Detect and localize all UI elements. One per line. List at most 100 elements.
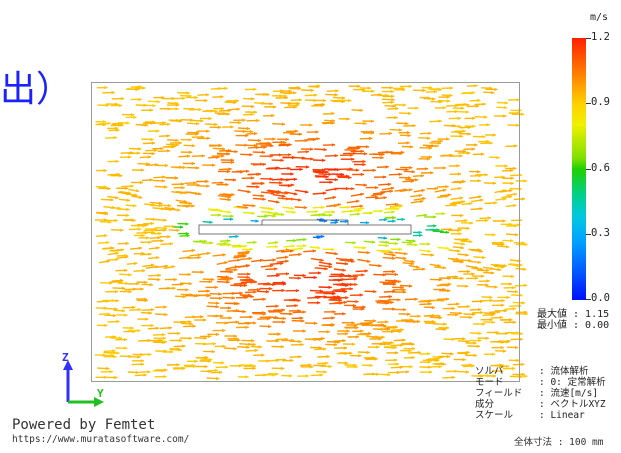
info-value: : 0: 定常解析: [539, 377, 606, 388]
velocity-arrow-head: [240, 283, 244, 288]
velocity-arrow-head: [338, 298, 342, 303]
velocity-arrow-head: [427, 352, 431, 356]
velocity-arrow-head: [455, 257, 460, 261]
velocity-arrow-head: [250, 112, 254, 117]
velocity-arrow-head: [211, 349, 215, 354]
velocity-arrow-head: [523, 283, 528, 288]
velocity-arrow-head: [148, 311, 152, 315]
velocity-arrow-head: [331, 316, 335, 320]
velocity-arrow-head: [391, 269, 396, 274]
velocity-arrow-head: [337, 340, 341, 344]
velocity-arrow-head: [180, 282, 184, 287]
velocity-arrow-head: [302, 329, 306, 333]
velocity-arrow-head: [138, 147, 142, 151]
velocity-arrow-head: [349, 153, 353, 157]
velocity-arrow-head: [491, 90, 495, 95]
velocity-arrow-head: [137, 307, 142, 312]
velocity-arrow-head: [187, 255, 191, 260]
velocity-arrow-head: [371, 240, 376, 244]
velocity-arrow-head: [406, 141, 410, 145]
velocity-arrow-head: [464, 219, 468, 223]
velocity-arrow-head: [501, 265, 505, 269]
velocity-arrow-head: [237, 338, 241, 342]
velocity-arrow-head: [458, 124, 462, 129]
velocity-arrow-head: [410, 179, 414, 183]
velocity-arrow-head: [196, 183, 200, 187]
velocity-arrow-head: [301, 319, 305, 323]
velocity-arrow-head: [272, 214, 276, 218]
velocity-arrow-head: [369, 136, 373, 141]
velocity-arrow-head: [478, 338, 482, 343]
velocity-arrow-head: [140, 359, 144, 363]
velocity-arrow-head: [417, 314, 421, 318]
velocity-arrow-head: [281, 288, 285, 293]
velocity-arrow-head: [297, 298, 301, 303]
velocity-arrow-head: [524, 374, 528, 378]
velocity-arrow-head: [283, 94, 288, 98]
velocity-arrow-head: [394, 241, 398, 246]
velocity-arrow-head: [298, 339, 302, 344]
velocity-arrow-head: [521, 112, 525, 116]
colorbar-tick: [586, 38, 591, 39]
velocity-arrow-head: [128, 289, 132, 294]
velocity-arrow-head: [205, 93, 210, 97]
velocity-arrow-head: [106, 312, 110, 316]
velocity-arrow-head: [225, 365, 229, 369]
velocity-arrow-head: [351, 187, 355, 191]
velocity-arrow-head: [184, 190, 188, 195]
velocity-arrow-head: [156, 129, 160, 133]
velocity-arrow-head: [524, 242, 528, 247]
velocity-arrow-head: [360, 329, 364, 333]
velocity-arrow-head: [361, 273, 365, 277]
velocity-arrow-head: [497, 267, 501, 272]
velocity-arrow-head: [126, 207, 130, 212]
velocity-arrow-head: [392, 346, 396, 350]
velocity-arrow-head: [206, 289, 210, 293]
velocity-arrow-head: [409, 165, 413, 170]
velocity-arrow-head: [171, 265, 175, 269]
velocity-arrow-head: [345, 186, 350, 191]
velocity-arrow-head: [481, 274, 485, 278]
velocity-arrow-head: [384, 249, 388, 254]
velocity-arrow-head: [242, 253, 246, 257]
velocity-arrow-head: [191, 161, 195, 166]
velocity-arrow-head: [477, 179, 481, 183]
velocity-arrow-head: [479, 207, 483, 211]
velocity-arrow-head: [150, 263, 155, 267]
velocity-arrow-head: [508, 195, 513, 199]
velocity-arrow-head: [442, 188, 447, 192]
info-key: モード: [475, 377, 504, 388]
velocity-arrow-head: [503, 309, 507, 313]
velocity-arrow-head: [390, 89, 394, 94]
velocity-arrow-head: [332, 291, 336, 296]
velocity-arrow-head: [157, 236, 161, 240]
velocity-arrow-head: [432, 319, 436, 324]
velocity-arrow-head: [326, 354, 330, 359]
velocity-arrow-head: [422, 197, 426, 201]
velocity-arrow-head: [451, 306, 455, 311]
velocity-arrow-head: [439, 139, 443, 143]
velocity-arrow-head: [203, 318, 207, 322]
velocity-arrow-head: [310, 147, 314, 151]
velocity-arrow-head: [104, 85, 108, 90]
velocity-arrow-head: [222, 344, 226, 348]
velocity-arrow-head: [226, 169, 231, 174]
velocity-arrow-head: [104, 323, 108, 328]
velocity-arrow-head: [185, 288, 189, 292]
velocity-arrow-head: [105, 103, 109, 107]
velocity-arrow-head: [505, 245, 510, 249]
velocity-arrow-head: [244, 205, 249, 209]
velocity-arrow-head: [512, 320, 517, 324]
velocity-arrow-head: [519, 332, 523, 336]
velocity-arrow-head: [369, 321, 373, 325]
velocity-arrow-head: [501, 299, 505, 303]
velocity-arrow-head: [492, 181, 496, 185]
velocity-arrow-head: [331, 143, 336, 147]
velocity-arrow-head: [465, 253, 469, 257]
velocity-arrow-head: [111, 246, 115, 250]
velocity-arrow-head: [509, 189, 513, 193]
velocity-arrow-head: [348, 274, 352, 278]
velocity-arrow-head: [371, 89, 375, 93]
velocity-arrow-head: [147, 338, 151, 343]
velocity-arrow-head: [331, 119, 335, 123]
